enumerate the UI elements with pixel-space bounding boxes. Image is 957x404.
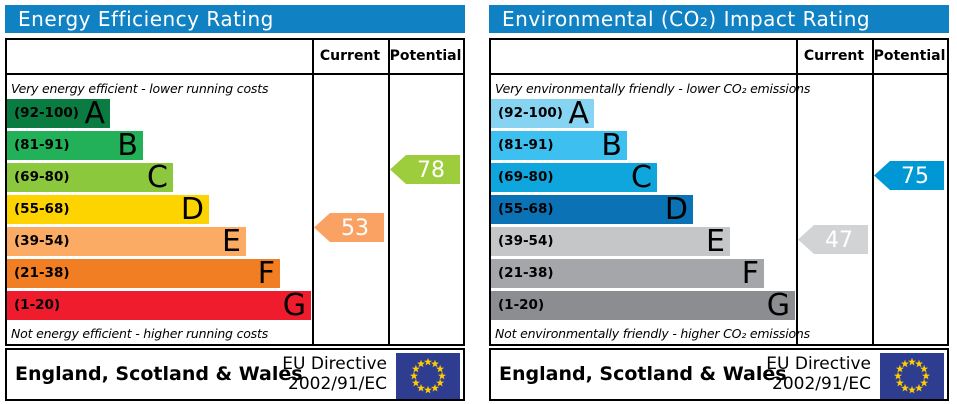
band-grade-letter: A <box>84 96 105 131</box>
environmental-impact-panel: Environmental (CO₂) Impact Rating Curren… <box>489 5 949 402</box>
eu-directive-line1: EU Directive <box>282 354 387 374</box>
energy-rating-table: Current Potential Very energy efficient … <box>5 38 465 346</box>
energy-efficiency-panel: Energy Efficiency Rating Current Potenti… <box>5 5 465 402</box>
panel-title: Energy Efficiency Rating <box>18 7 274 31</box>
top-scale-note: Very energy efficient - lower running co… <box>11 81 269 96</box>
rating-band-c: (69-80) C <box>491 160 657 195</box>
panel-footer: England, Scotland & Wales EU Directive 2… <box>5 348 465 401</box>
eu-directive-line1: EU Directive <box>766 354 871 374</box>
svg-text:47: 47 <box>825 228 853 253</box>
current-rating-arrow: 53 <box>314 213 384 242</box>
band-grade-letter: C <box>631 160 652 195</box>
band-range-label: (39-54) <box>14 233 70 249</box>
eu-directive-label: EU Directive 2002/91/EC <box>766 354 871 394</box>
rating-band-a: (92-100) A <box>491 96 594 131</box>
band-range-label: (55-68) <box>498 201 554 217</box>
environmental-impact-title-bar: Environmental (CO₂) Impact Rating <box>489 5 949 33</box>
band-grade-letter: F <box>257 256 275 291</box>
band-grade-letter: A <box>568 96 589 131</box>
panel-title: Environmental (CO₂) Impact Rating <box>502 7 871 31</box>
rating-band-c: (69-80) C <box>7 160 173 195</box>
svg-text:75: 75 <box>901 164 929 189</box>
rating-band-f: (21-38) F <box>491 256 764 291</box>
rating-band-g: (1-20) G <box>7 288 311 323</box>
potential-column-header: Potential <box>873 48 946 64</box>
svg-text:53: 53 <box>341 216 369 241</box>
rating-band-b: (81-91) B <box>491 128 627 163</box>
band-range-label: (69-80) <box>498 169 554 185</box>
potential-column-header: Potential <box>389 48 462 64</box>
eu-directive-line2: 2002/91/EC <box>772 374 871 394</box>
band-range-label: (81-91) <box>498 137 554 153</box>
band-grade-letter: G <box>766 288 790 323</box>
table-header-divider <box>7 73 463 75</box>
current-column-divider <box>312 40 314 344</box>
band-range-label: (55-68) <box>14 201 70 217</box>
band-range-label: (21-38) <box>14 265 70 281</box>
band-range-label: (1-20) <box>14 297 61 313</box>
potential-column-divider <box>872 40 874 344</box>
rating-band-d: (55-68) D <box>491 192 693 227</box>
band-range-label: (92-100) <box>498 105 563 121</box>
bottom-scale-note: Not environmentally friendly - higher CO… <box>495 326 810 341</box>
band-grade-letter: F <box>741 256 759 291</box>
svg-text:78: 78 <box>417 158 445 183</box>
band-grade-letter: B <box>601 128 622 163</box>
band-grade-letter: G <box>282 288 306 323</box>
band-grade-letter: B <box>117 128 138 163</box>
panel-footer: England, Scotland & Wales EU Directive 2… <box>489 348 949 401</box>
eu-flag-icon <box>880 353 944 399</box>
region-label: England, Scotland & Wales <box>499 363 787 385</box>
band-range-label: (21-38) <box>498 265 554 281</box>
band-range-label: (1-20) <box>498 297 545 313</box>
rating-band-g: (1-20) G <box>491 288 795 323</box>
band-grade-letter: E <box>706 224 725 259</box>
rating-band-a: (92-100) A <box>7 96 110 131</box>
rating-band-e: (39-54) E <box>491 224 730 259</box>
current-rating-arrow: 47 <box>798 225 868 254</box>
band-grade-letter: D <box>664 192 688 227</box>
top-scale-note: Very environmentally friendly - lower CO… <box>495 81 811 96</box>
rating-band-b: (81-91) B <box>7 128 143 163</box>
eu-directive-line2: 2002/91/EC <box>288 374 387 394</box>
rating-bands: (92-100) A (81-91) B (69-80) C (55-68) D (39-54)… <box>7 40 463 344</box>
band-range-label: (69-80) <box>14 169 70 185</box>
band-range-label: (81-91) <box>14 137 70 153</box>
potential-column-divider <box>388 40 390 344</box>
band-range-label: (39-54) <box>498 233 554 249</box>
rating-band-f: (21-38) F <box>7 256 280 291</box>
energy-efficiency-title-bar: Energy Efficiency Rating <box>5 5 465 33</box>
band-grade-letter: D <box>180 192 204 227</box>
rating-band-e: (39-54) E <box>7 224 246 259</box>
potential-rating-arrow: 78 <box>390 155 460 184</box>
current-column-header: Current <box>319 48 381 64</box>
band-grade-letter: C <box>147 160 168 195</box>
eu-flag-icon <box>396 353 460 399</box>
current-column-divider <box>796 40 798 344</box>
rating-band-d: (55-68) D <box>7 192 209 227</box>
table-header-divider <box>491 73 947 75</box>
band-grade-letter: E <box>222 224 241 259</box>
bottom-scale-note: Not energy efficient - higher running co… <box>11 326 269 341</box>
eu-directive-label: EU Directive 2002/91/EC <box>282 354 387 394</box>
region-label: England, Scotland & Wales <box>15 363 303 385</box>
rating-bands: (92-100) A (81-91) B (69-80) C (55-68) D (39-54)… <box>491 40 947 344</box>
potential-rating-arrow: 75 <box>874 161 944 190</box>
current-column-header: Current <box>803 48 865 64</box>
co2-rating-table: Current Potential Very environmentally f… <box>489 38 949 346</box>
band-range-label: (92-100) <box>14 105 79 121</box>
